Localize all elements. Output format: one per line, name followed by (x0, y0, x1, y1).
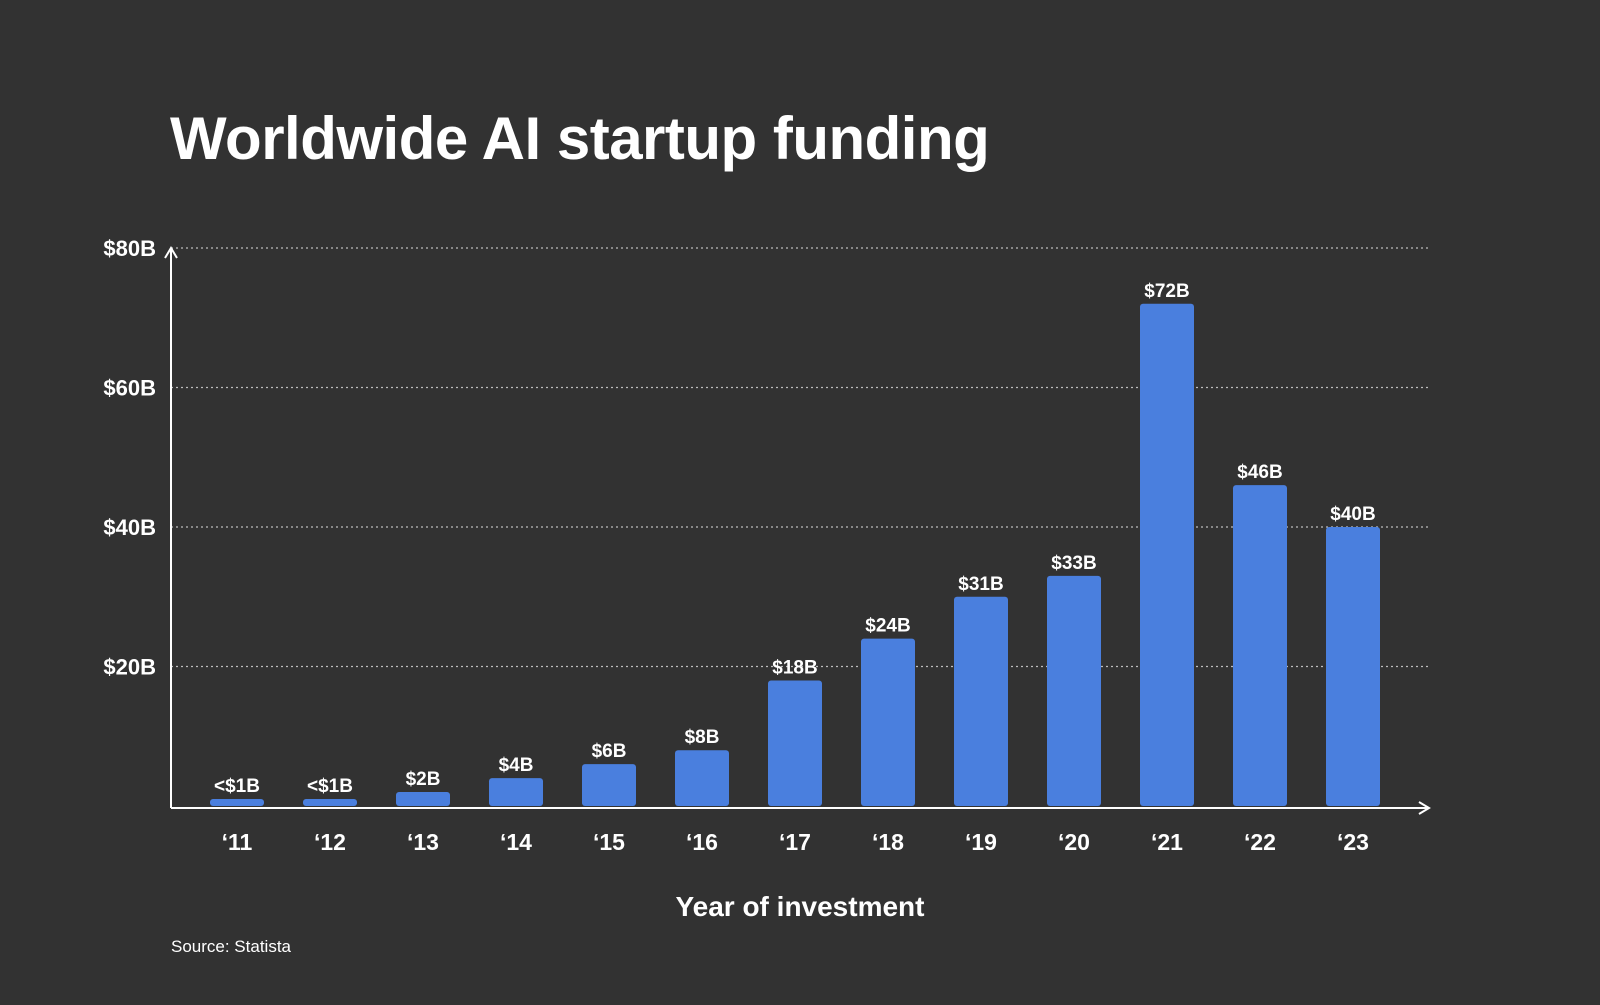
y-tick-label: $20B (103, 655, 156, 680)
bar (1047, 575, 1101, 806)
x-tick-label: ‘11 (222, 829, 253, 855)
x-tick-label: ‘14 (500, 829, 532, 855)
x-tick-label: ‘20 (1058, 829, 1090, 855)
x-tick-label: ‘17 (779, 829, 811, 855)
x-tick-label: ‘23 (1337, 829, 1369, 855)
y-tick-label: $80B (103, 236, 156, 261)
x-tick-label: ‘18 (872, 829, 904, 855)
x-tick-label: ‘21 (1151, 829, 1183, 855)
bar (582, 764, 636, 806)
x-tick-label: ‘19 (965, 829, 997, 855)
chart-title: Worldwide AI startup funding (170, 105, 990, 172)
bar-value-label: $6B (592, 741, 627, 762)
bar-value-label: $31B (958, 574, 1003, 595)
bars (210, 303, 1380, 806)
bar (396, 792, 450, 806)
bar-value-label: $33B (1051, 553, 1096, 574)
bar-value-label: $24B (865, 616, 910, 637)
bar-value-label: $40B (1330, 504, 1375, 525)
bar (1326, 527, 1380, 806)
bar-value-label: $72B (1144, 281, 1189, 302)
bar-value-label: $46B (1237, 462, 1282, 483)
bar-value-label: $4B (499, 755, 534, 776)
x-tick-label: ‘16 (686, 829, 718, 855)
value-labels: <$1B <$1B $2B $4B $6B $8B $18B $24B $31B $33B $72B… (214, 281, 1376, 797)
bar-value-label: <$1B (214, 776, 260, 797)
x-tick-label: ‘13 (407, 829, 439, 855)
bar (1140, 303, 1194, 806)
x-axis-ticks: ‘11 ‘12 ‘13 ‘14 ‘15 ‘16 ‘17 ‘18 ‘19 ‘20 ‘21 ‘22 ‘23 (222, 829, 1369, 855)
bar (1233, 485, 1287, 806)
axes (164, 246, 1431, 815)
y-tick-label: $60B (103, 376, 156, 401)
bar (954, 596, 1008, 806)
bar-value-label: <$1B (307, 776, 353, 797)
y-tick-label: $40B (103, 515, 156, 540)
bar (768, 680, 822, 806)
x-tick-label: ‘22 (1244, 829, 1276, 855)
bar (489, 778, 543, 806)
x-axis-label: Year of investment (676, 891, 925, 922)
x-tick-label: ‘15 (593, 829, 625, 855)
y-axis-arrow (164, 246, 178, 259)
bar (861, 638, 915, 806)
x-tick-label: ‘12 (314, 829, 346, 855)
bar-value-label: $2B (406, 769, 441, 790)
source-note: Source: Statista (171, 937, 292, 956)
y-axis-ticks: $20B $40B $60B $80B (103, 236, 156, 680)
x-axis-arrow (1418, 801, 1431, 815)
bar-value-label: $8B (685, 727, 720, 748)
bar (210, 799, 264, 806)
bar-value-label: $18B (772, 657, 817, 678)
bar (303, 799, 357, 806)
bar (675, 750, 729, 806)
